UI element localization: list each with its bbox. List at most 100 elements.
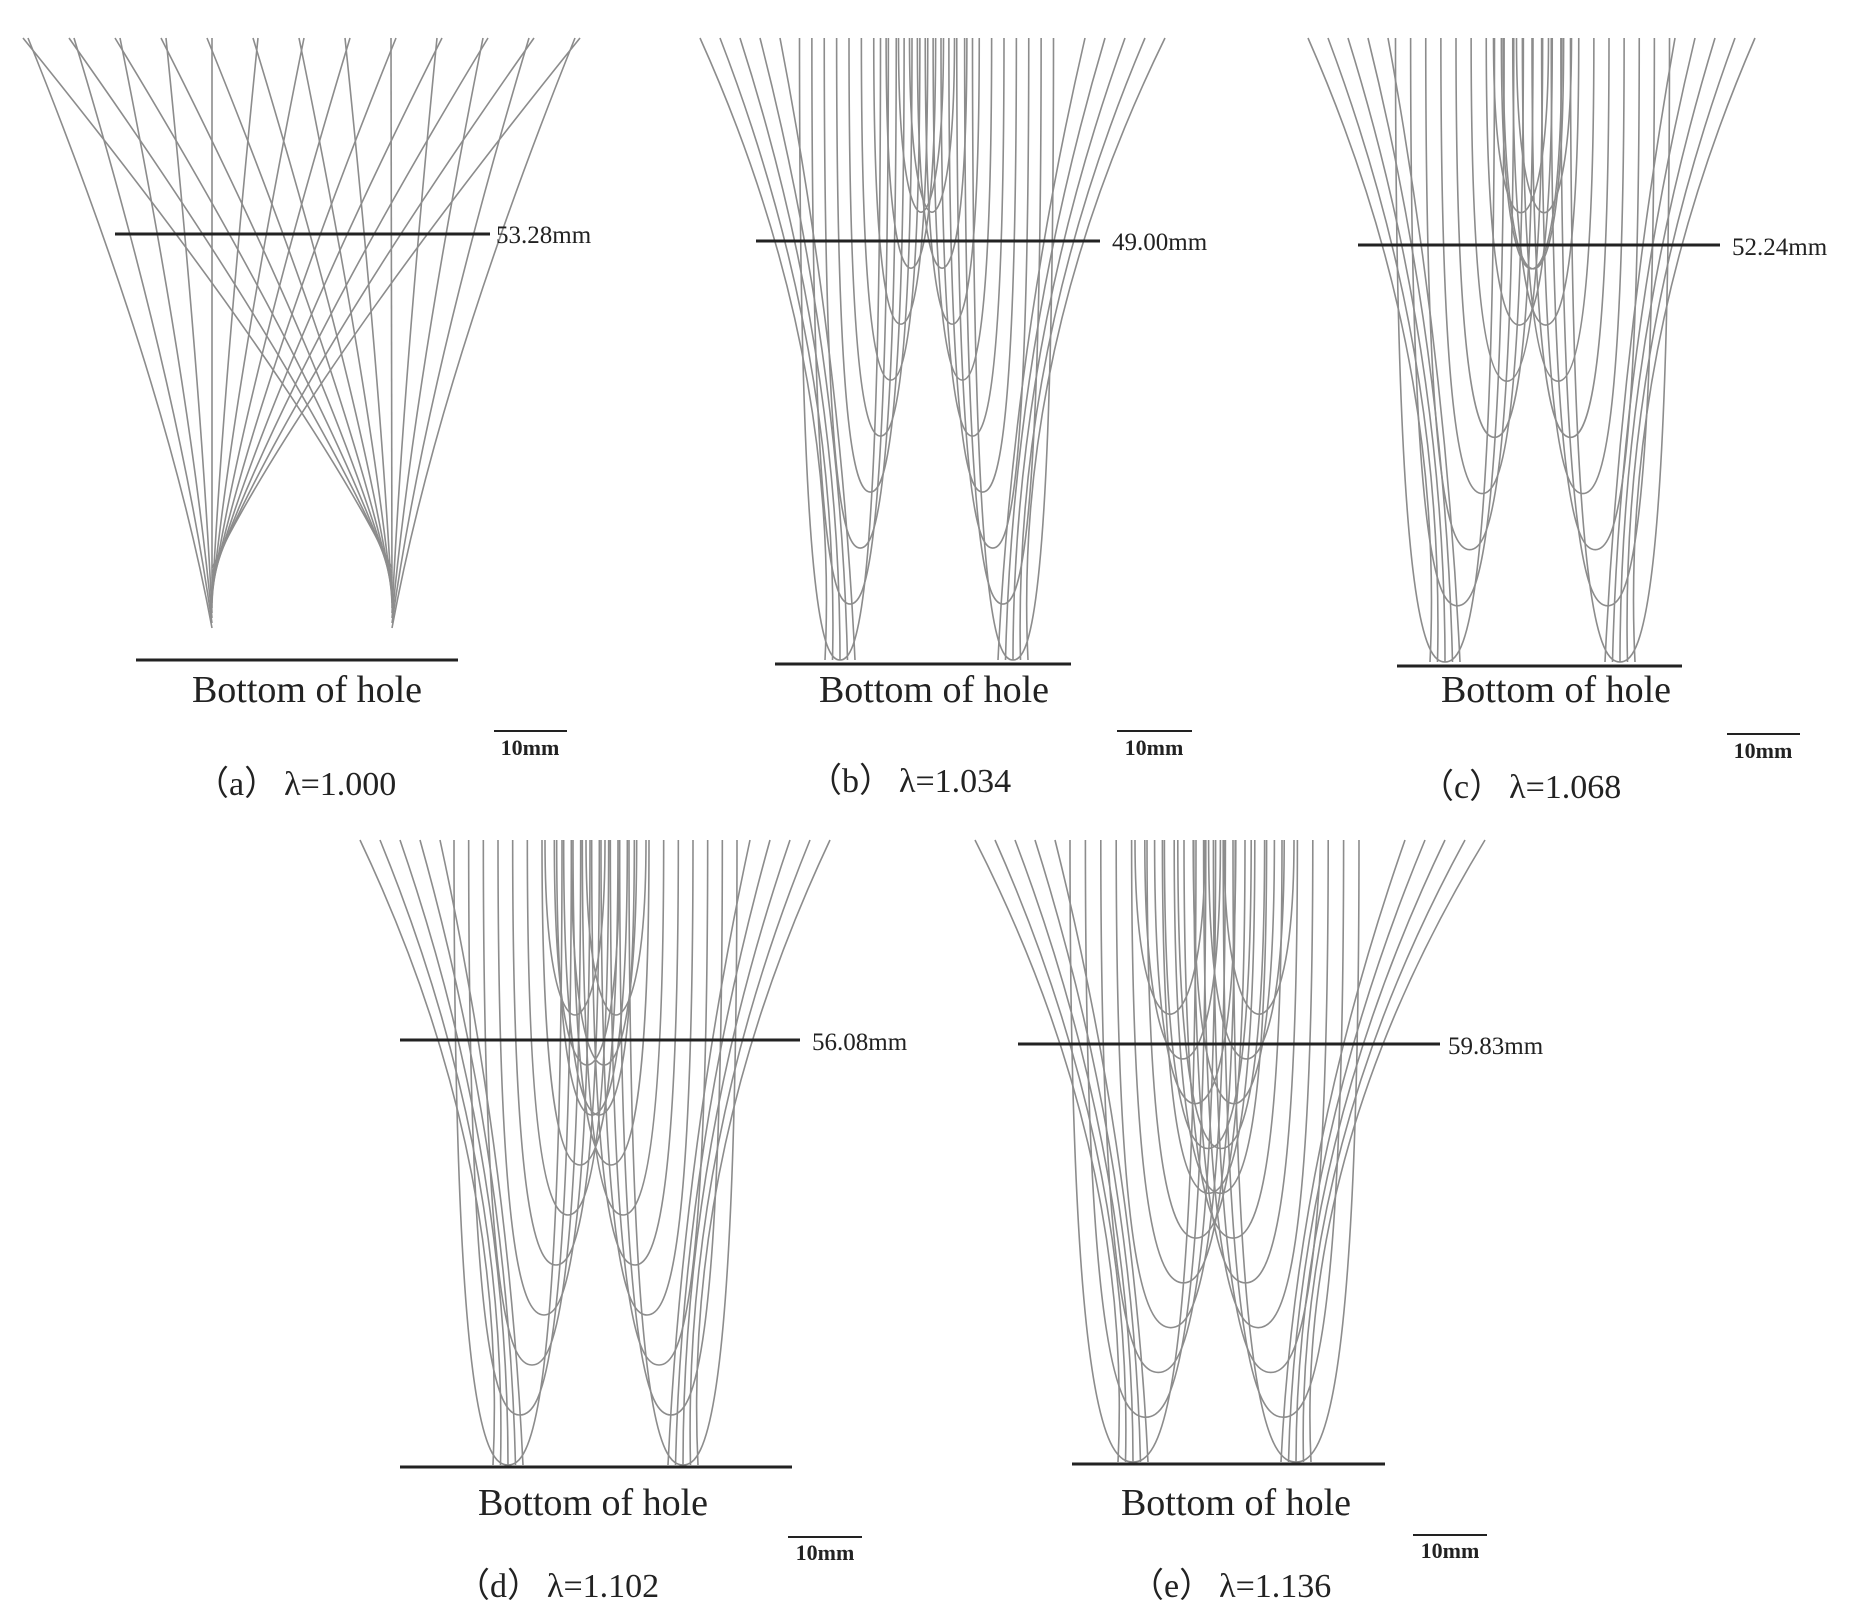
trajectory-loop: [823, 37, 898, 549]
trajectory-curve: [1309, 839, 1486, 1463]
trajectory-loop: [908, 37, 956, 213]
trajectory-curve: [759, 37, 849, 661]
trajectory-loop: [932, 37, 993, 381]
caption-tag-d: （d）: [456, 1567, 541, 1605]
trajectory-loop: [916, 37, 968, 269]
scale-label-a: 10mm: [501, 735, 560, 760]
caption-lambda-d: λ=1.102: [547, 1568, 659, 1605]
panel-a: 53.28mm Bottom of hole 10mm （a） λ=1.000: [22, 37, 592, 803]
trajectory-curve: [1347, 37, 1446, 663]
trajectory-curve: [1604, 37, 1676, 663]
trajectory-curve: [1280, 839, 1406, 1463]
trajectory-curve: [391, 37, 576, 629]
trajectory-loop: [1511, 37, 1580, 326]
trajectory-curve: [997, 37, 1086, 661]
dimension-label-d: 56.08mm: [812, 1029, 908, 1056]
trajectory-loop: [948, 37, 1018, 493]
trajectory-curve: [779, 37, 856, 661]
trajectory-loop: [1521, 37, 1595, 383]
trajectory-curve: [1054, 839, 1149, 1463]
panel-e: 59.83mm Bottom of hole 10mm （e） λ=1.136: [974, 839, 1544, 1605]
trajectory-curves-d: [359, 839, 831, 1466]
trajectory-curve: [1004, 37, 1106, 661]
trajectory-curves-a: [22, 37, 581, 629]
trajectory-loop: [497, 839, 591, 1316]
trajectory-curve: [1632, 37, 1756, 663]
trajectory-curve: [674, 839, 771, 1466]
trajectory-curve: [211, 37, 397, 589]
trajectory-curve: [211, 37, 581, 569]
trajectory-curve: [160, 37, 393, 584]
trajectory-loop: [1202, 839, 1314, 1329]
trajectory-loop: [1502, 37, 1565, 270]
trajectory-loop: [1531, 37, 1610, 439]
trajectory-loop: [590, 839, 680, 1266]
trajectory-curve: [114, 37, 393, 579]
trajectory-loop: [1492, 37, 1550, 214]
trajectory-loop: [1177, 839, 1266, 1150]
trajectory-loop: [585, 839, 647, 1016]
trajectory-curve: [211, 37, 305, 599]
hole-bottom-label-b: Bottom of hole: [819, 669, 1049, 711]
trajectory-curve: [211, 37, 443, 584]
trajectory-curve: [211, 37, 535, 574]
trajectory-loop: [848, 37, 913, 437]
trajectory-loop: [860, 37, 921, 381]
trajectory-loop: [924, 37, 981, 325]
trajectory-loop: [526, 839, 610, 1216]
trajectory-curve: [1367, 37, 1454, 663]
trajectory-curve: [1307, 37, 1433, 663]
trajectory-loop: [1163, 839, 1252, 1150]
trajectory-loop: [1540, 37, 1625, 495]
trajectory-loop: [1146, 839, 1246, 1239]
trajectory-loop: [1134, 839, 1206, 1015]
trajectory-curve: [1387, 37, 1461, 663]
trajectory-curve: [211, 37, 259, 604]
trajectory-curve: [739, 37, 841, 661]
trajectory-loop: [940, 37, 1005, 437]
hole-bottom-label-a: Bottom of hole: [192, 669, 422, 711]
caption-lambda-c: λ=1.068: [1509, 769, 1621, 806]
trajectory-loop: [609, 839, 709, 1366]
scale-label-c: 10mm: [1734, 738, 1793, 763]
trajectory-curve: [1611, 37, 1696, 663]
trajectory-curve: [667, 839, 751, 1466]
trajectory-curves-b: [699, 37, 1166, 661]
trajectory-loop: [581, 839, 665, 1216]
trajectory-loop: [1193, 839, 1299, 1284]
caption-e: （e） λ=1.136: [1130, 1567, 1331, 1605]
scale-label-e: 10mm: [1421, 1538, 1480, 1563]
scale-label-d: 10mm: [796, 1540, 855, 1565]
trajectory-loop: [897, 37, 945, 213]
trajectory-loop: [1424, 37, 1515, 551]
trajectory-curve: [719, 37, 834, 661]
caption-a: （a） λ=1.000: [195, 765, 396, 803]
trajectory-curve: [73, 37, 213, 624]
trajectory-curve: [390, 37, 393, 609]
trajectory-loop: [600, 839, 694, 1316]
trajectory-curve: [344, 37, 393, 604]
caption-c: （c） λ=1.068: [1420, 768, 1621, 806]
trajectory-curve: [1626, 37, 1736, 663]
trajectory-curve: [359, 839, 496, 1466]
caption-b: （b） λ=1.034: [808, 762, 1011, 800]
trajectory-curve: [439, 839, 524, 1466]
trajectory-loop: [1173, 839, 1268, 1195]
caption-tag-e: （e）: [1130, 1567, 1213, 1605]
panel-d: 56.08mm Bottom of hole 10mm （d） λ=1.102: [359, 839, 908, 1605]
dimension-label-a: 53.28mm: [496, 222, 592, 249]
trajectory-curve: [974, 839, 1121, 1463]
trajectory-curve: [399, 839, 509, 1466]
hole-bottom-label-c: Bottom of hole: [1441, 669, 1671, 711]
caption-tag-a: （a）: [195, 765, 278, 803]
trajectory-curve: [689, 839, 811, 1466]
trajectory-loop: [1485, 37, 1554, 326]
trajectory-curve: [252, 37, 393, 594]
trajectory-curve: [695, 839, 831, 1466]
trajectory-curve: [699, 37, 828, 661]
trajectory-loop: [872, 37, 929, 325]
trajectory-curve: [211, 37, 489, 579]
trajectory-loop: [1470, 37, 1544, 383]
trajectory-curves-e: [974, 839, 1486, 1463]
trajectory-curve: [391, 37, 484, 619]
